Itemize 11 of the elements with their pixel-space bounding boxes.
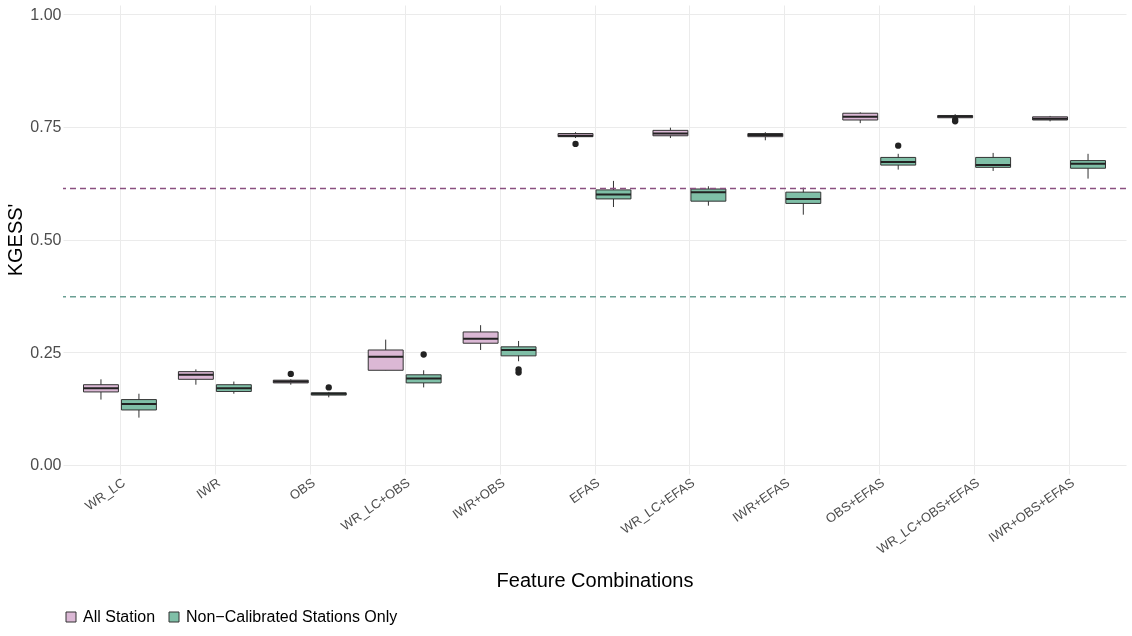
y-tick-label: 0.00 [30,456,62,474]
legend-label: All Station [83,608,156,625]
y-axis-title: KGESS' [4,203,27,277]
y-tick-label: 0.50 [30,231,62,248]
x-tick-label: IWR [193,474,223,502]
y-tick-label: 0.75 [30,118,62,136]
x-tick-label: OBS [286,474,318,503]
legend-label: Non−Calibrated Stations Only [186,608,398,625]
x-axis-title: Feature Combinations [496,568,694,591]
y-tick-label: 1.00 [30,5,62,23]
y-tick-label: 0.25 [30,343,62,361]
